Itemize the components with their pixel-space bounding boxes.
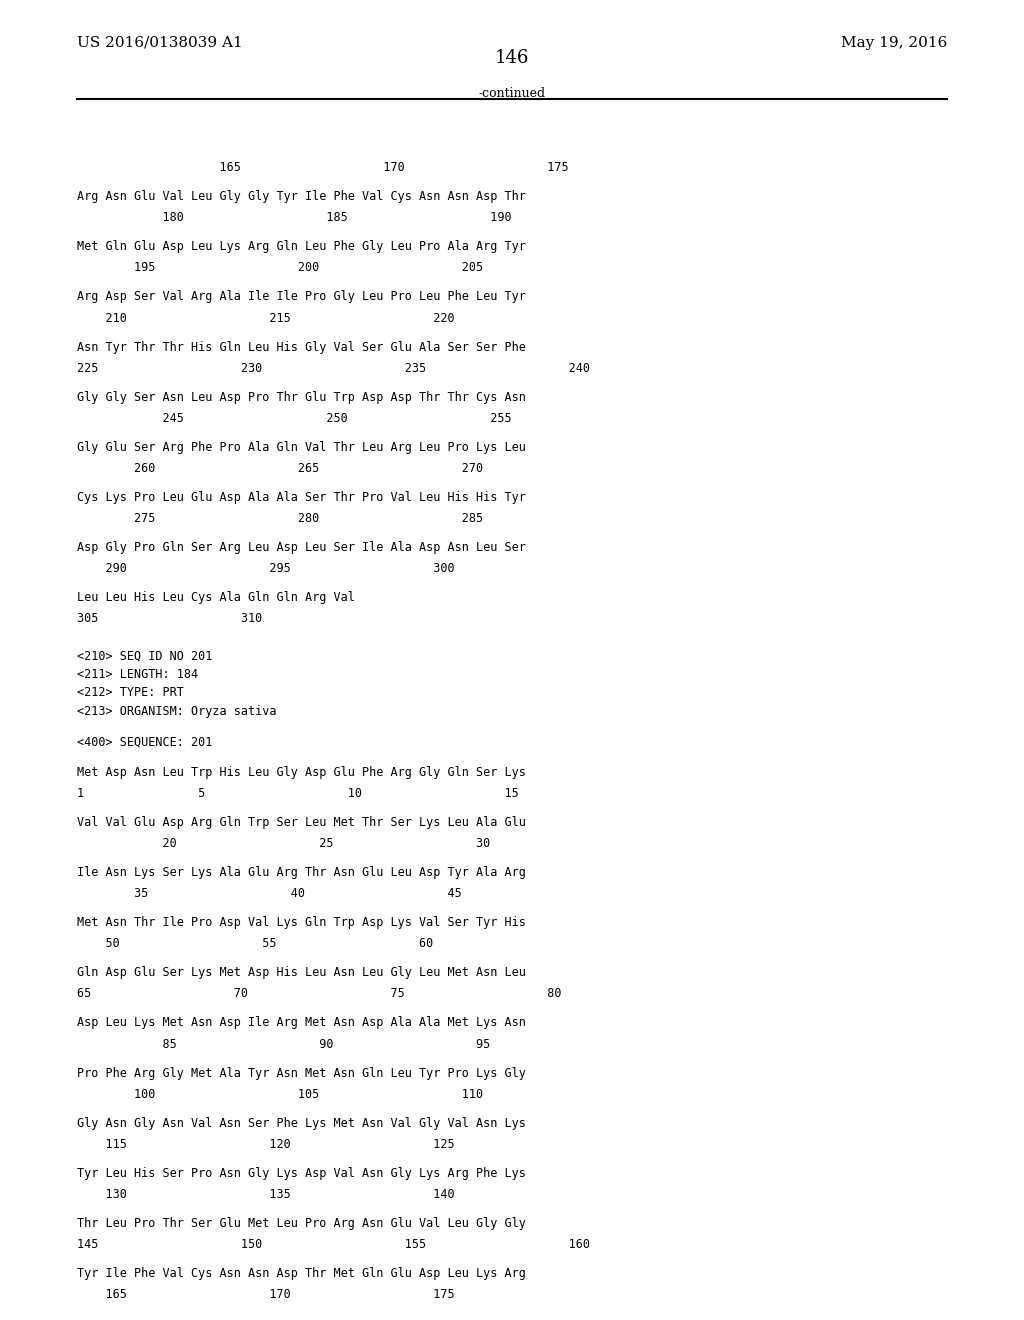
Text: Met Gln Glu Asp Leu Lys Arg Gln Leu Phe Gly Leu Pro Ala Arg Tyr: Met Gln Glu Asp Leu Lys Arg Gln Leu Phe … xyxy=(77,240,525,253)
Text: 35                    40                    45: 35 40 45 xyxy=(77,887,462,900)
Text: 275                    280                    285: 275 280 285 xyxy=(77,512,483,525)
Text: 146: 146 xyxy=(495,49,529,67)
Text: 50                    55                    60: 50 55 60 xyxy=(77,937,433,950)
Text: Leu Leu His Leu Cys Ala Gln Gln Arg Val: Leu Leu His Leu Cys Ala Gln Gln Arg Val xyxy=(77,591,354,605)
Text: 180                    185                    190: 180 185 190 xyxy=(77,211,511,224)
Text: 100                    105                    110: 100 105 110 xyxy=(77,1088,483,1101)
Text: 145                    150                    155                    160: 145 150 155 160 xyxy=(77,1238,590,1251)
Text: Ile Asn Lys Ser Lys Ala Glu Arg Thr Asn Glu Leu Asp Tyr Ala Arg: Ile Asn Lys Ser Lys Ala Glu Arg Thr Asn … xyxy=(77,866,525,879)
Text: Asn Tyr Thr Thr His Gln Leu His Gly Val Ser Glu Ala Ser Ser Phe: Asn Tyr Thr Thr His Gln Leu His Gly Val … xyxy=(77,341,525,354)
Text: 260                    265                    270: 260 265 270 xyxy=(77,462,483,475)
Text: Asp Gly Pro Gln Ser Arg Leu Asp Leu Ser Ile Ala Asp Asn Leu Ser: Asp Gly Pro Gln Ser Arg Leu Asp Leu Ser … xyxy=(77,541,525,554)
Text: Tyr Ile Phe Val Cys Asn Asn Asp Thr Met Gln Glu Asp Leu Lys Arg: Tyr Ile Phe Val Cys Asn Asn Asp Thr Met … xyxy=(77,1267,525,1280)
Text: Tyr Leu His Ser Pro Asn Gly Lys Asp Val Asn Gly Lys Arg Phe Lys: Tyr Leu His Ser Pro Asn Gly Lys Asp Val … xyxy=(77,1167,525,1180)
Text: 245                    250                    255: 245 250 255 xyxy=(77,412,511,425)
Text: Gln Asp Glu Ser Lys Met Asp His Leu Asn Leu Gly Leu Met Asn Leu: Gln Asp Glu Ser Lys Met Asp His Leu Asn … xyxy=(77,966,525,979)
Text: Gly Asn Gly Asn Val Asn Ser Phe Lys Met Asn Val Gly Val Asn Lys: Gly Asn Gly Asn Val Asn Ser Phe Lys Met … xyxy=(77,1117,525,1130)
Text: Met Asn Thr Ile Pro Asp Val Lys Gln Trp Asp Lys Val Ser Tyr His: Met Asn Thr Ile Pro Asp Val Lys Gln Trp … xyxy=(77,916,525,929)
Text: 165                    170                    175: 165 170 175 xyxy=(77,161,568,174)
Text: Asp Leu Lys Met Asn Asp Ile Arg Met Asn Asp Ala Ala Met Lys Asn: Asp Leu Lys Met Asn Asp Ile Arg Met Asn … xyxy=(77,1016,525,1030)
Text: <210> SEQ ID NO 201: <210> SEQ ID NO 201 xyxy=(77,649,212,663)
Text: <213> ORGANISM: Oryza sativa: <213> ORGANISM: Oryza sativa xyxy=(77,705,276,718)
Text: 195                    200                    205: 195 200 205 xyxy=(77,261,483,275)
Text: Pro Phe Arg Gly Met Ala Tyr Asn Met Asn Gln Leu Tyr Pro Lys Gly: Pro Phe Arg Gly Met Ala Tyr Asn Met Asn … xyxy=(77,1067,525,1080)
Text: <400> SEQUENCE: 201: <400> SEQUENCE: 201 xyxy=(77,735,212,748)
Text: <212> TYPE: PRT: <212> TYPE: PRT xyxy=(77,686,183,700)
Text: Arg Asn Glu Val Leu Gly Gly Tyr Ile Phe Val Cys Asn Asn Asp Thr: Arg Asn Glu Val Leu Gly Gly Tyr Ile Phe … xyxy=(77,190,525,203)
Text: Cys Lys Pro Leu Glu Asp Ala Ala Ser Thr Pro Val Leu His His Tyr: Cys Lys Pro Leu Glu Asp Ala Ala Ser Thr … xyxy=(77,491,525,504)
Text: Met Asp Asn Leu Trp His Leu Gly Asp Glu Phe Arg Gly Gln Ser Lys: Met Asp Asn Leu Trp His Leu Gly Asp Glu … xyxy=(77,766,525,779)
Text: US 2016/0138039 A1: US 2016/0138039 A1 xyxy=(77,36,243,50)
Text: 290                    295                    300: 290 295 300 xyxy=(77,562,455,576)
Text: Gly Glu Ser Arg Phe Pro Ala Gln Val Thr Leu Arg Leu Pro Lys Leu: Gly Glu Ser Arg Phe Pro Ala Gln Val Thr … xyxy=(77,441,525,454)
Text: 115                    120                    125: 115 120 125 xyxy=(77,1138,455,1151)
Text: Arg Asp Ser Val Arg Ala Ile Ile Pro Gly Leu Pro Leu Phe Leu Tyr: Arg Asp Ser Val Arg Ala Ile Ile Pro Gly … xyxy=(77,290,525,304)
Text: 225                    230                    235                    240: 225 230 235 240 xyxy=(77,362,590,375)
Text: 165                    170                    175: 165 170 175 xyxy=(77,1288,455,1302)
Text: Gly Gly Ser Asn Leu Asp Pro Thr Glu Trp Asp Asp Thr Thr Cys Asn: Gly Gly Ser Asn Leu Asp Pro Thr Glu Trp … xyxy=(77,391,525,404)
Text: 305                    310: 305 310 xyxy=(77,612,262,626)
Text: 130                    135                    140: 130 135 140 xyxy=(77,1188,455,1201)
Text: 1                5                    10                    15: 1 5 10 15 xyxy=(77,787,518,800)
Text: -continued: -continued xyxy=(478,87,546,100)
Text: 85                    90                    95: 85 90 95 xyxy=(77,1038,490,1051)
Text: <211> LENGTH: 184: <211> LENGTH: 184 xyxy=(77,668,198,681)
Text: Thr Leu Pro Thr Ser Glu Met Leu Pro Arg Asn Glu Val Leu Gly Gly: Thr Leu Pro Thr Ser Glu Met Leu Pro Arg … xyxy=(77,1217,525,1230)
Text: 20                    25                    30: 20 25 30 xyxy=(77,837,490,850)
Text: 210                    215                    220: 210 215 220 xyxy=(77,312,455,325)
Text: Val Val Glu Asp Arg Gln Trp Ser Leu Met Thr Ser Lys Leu Ala Glu: Val Val Glu Asp Arg Gln Trp Ser Leu Met … xyxy=(77,816,525,829)
Text: 65                    70                    75                    80: 65 70 75 80 xyxy=(77,987,561,1001)
Text: May 19, 2016: May 19, 2016 xyxy=(841,36,947,50)
